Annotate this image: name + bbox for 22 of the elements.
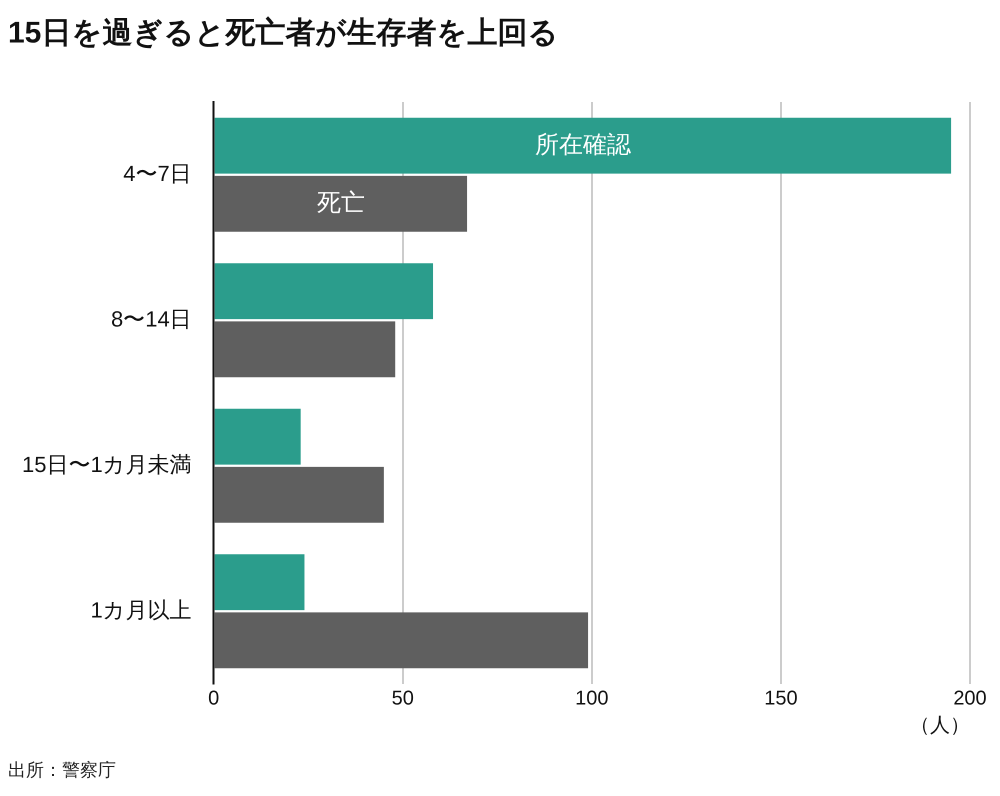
series-label: 死亡 xyxy=(316,189,365,216)
series-label: 所在確認 xyxy=(534,131,631,158)
y-tick-label: 15日〜1カ月未満 xyxy=(22,452,192,477)
bar xyxy=(214,176,468,232)
y-tick-label: 1カ月以上 xyxy=(90,597,192,622)
y-tick-label: 4〜7日 xyxy=(123,160,192,186)
x-tick-label: 0 xyxy=(208,688,220,710)
bar xyxy=(214,466,384,523)
bar xyxy=(214,408,301,465)
x-tick-label: 100 xyxy=(575,688,609,710)
chart-title: 15日を過ぎると死亡者が生存者を上回る xyxy=(8,15,558,50)
bar xyxy=(214,612,588,668)
x-tick-label: 200 xyxy=(953,688,987,710)
x-tick-label: 150 xyxy=(764,688,798,710)
bar xyxy=(214,321,396,378)
y-tick-label: 8〜14日 xyxy=(110,306,192,332)
bar xyxy=(214,263,434,320)
x-tick-label: 50 xyxy=(392,688,414,710)
x-axis-title: （人） xyxy=(910,714,970,737)
bar xyxy=(214,118,952,174)
text: 出所：警察庁 xyxy=(8,760,116,780)
bar xyxy=(214,554,304,610)
